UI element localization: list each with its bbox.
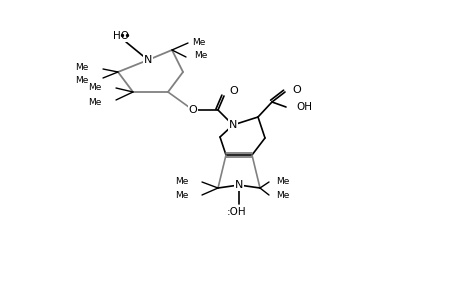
Text: OH: OH <box>295 102 311 112</box>
Text: Me: Me <box>194 50 207 59</box>
Text: :OH: :OH <box>227 207 246 217</box>
Text: Me: Me <box>275 191 289 200</box>
Text: Me: Me <box>175 178 189 187</box>
Text: N: N <box>144 55 152 65</box>
Text: Me: Me <box>75 76 89 85</box>
Text: HO: HO <box>113 31 129 41</box>
Text: O: O <box>229 86 237 96</box>
Text: O: O <box>291 85 300 95</box>
Text: N: N <box>228 120 237 130</box>
Text: Me: Me <box>191 38 205 46</box>
Text: Me: Me <box>89 82 102 91</box>
Text: Me: Me <box>89 98 102 106</box>
Text: N: N <box>234 180 243 190</box>
Text: O: O <box>188 105 197 115</box>
Text: Me: Me <box>175 191 189 200</box>
Text: Me: Me <box>75 62 89 71</box>
Text: Me: Me <box>275 178 289 187</box>
